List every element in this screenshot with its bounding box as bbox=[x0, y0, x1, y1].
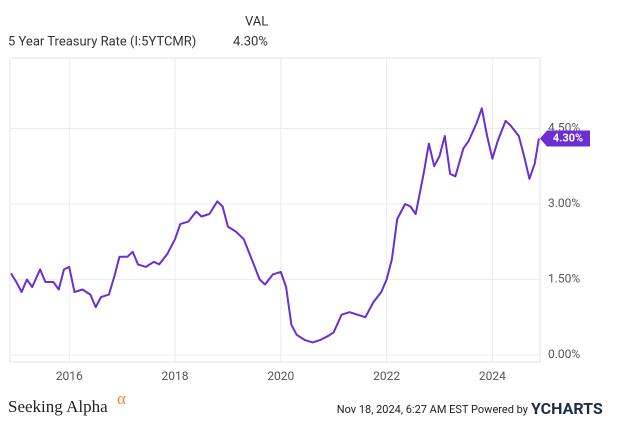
chart-title: 5 Year Treasury Rate (I:5YTCMR) bbox=[8, 34, 196, 49]
legend-header: VAL bbox=[245, 14, 268, 29]
brand-symbol: α bbox=[117, 389, 126, 408]
x-tick-label: 2022 bbox=[373, 369, 400, 383]
x-tick-label: 2016 bbox=[56, 369, 83, 383]
plot-frame bbox=[9, 57, 541, 363]
value-flag bbox=[540, 130, 590, 147]
legend-value: 4.30% bbox=[233, 34, 268, 49]
value-flag-label: 4.30% bbox=[553, 131, 583, 144]
y-tick-label: 0.00% bbox=[548, 347, 580, 361]
brand: Seeking Alpha bbox=[8, 397, 108, 416]
timestamp: Nov 18, 2024, 6:27 AM EST Powered by bbox=[337, 403, 529, 416]
y-tick-label: 1.50% bbox=[548, 272, 580, 286]
provider: YCHARTS bbox=[531, 399, 603, 418]
line bbox=[10, 107, 540, 344]
x-tick-label: 2018 bbox=[162, 369, 189, 383]
x-tick-label: 2020 bbox=[267, 369, 294, 383]
x-tick-label: 2024 bbox=[479, 369, 506, 383]
y-tick-label: 3.00% bbox=[548, 196, 580, 210]
